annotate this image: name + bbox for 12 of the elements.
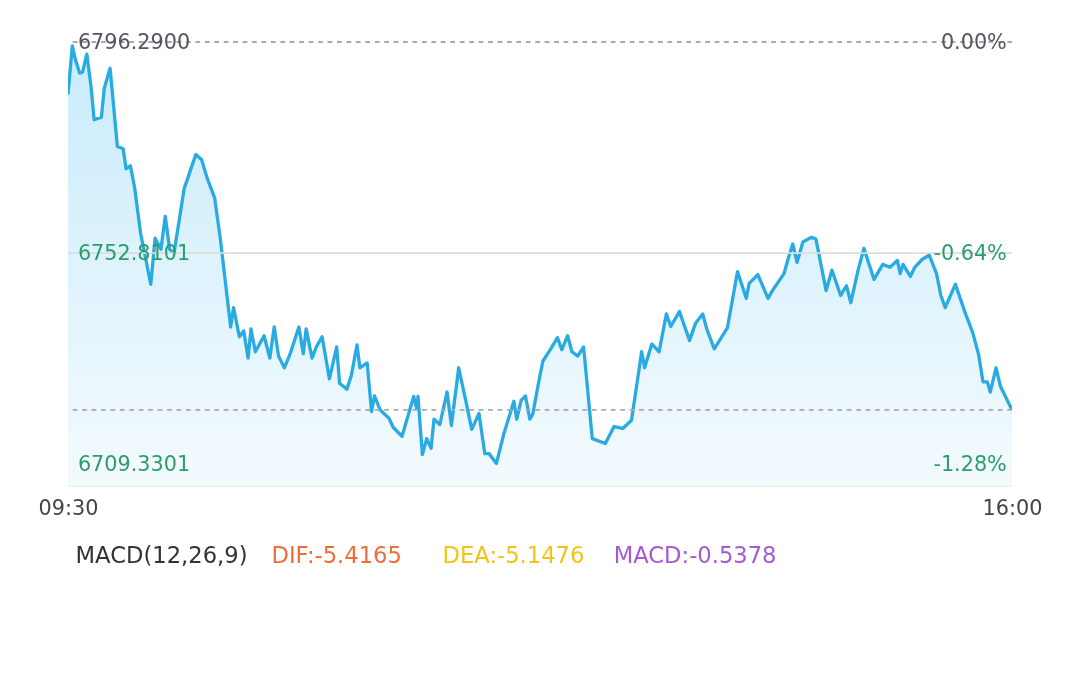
y2-tick-label: -0.64%: [933, 241, 1007, 266]
x-tick-label: 16:00: [982, 496, 1043, 521]
text: DEA:-5.1476: [442, 542, 585, 569]
y-tick-label: 6796.2900: [77, 30, 191, 55]
text: MACD(12,26,9): [75, 542, 248, 569]
text: MACD:-0.5378: [613, 542, 777, 569]
y2-tick-label: 0.00%: [940, 30, 1007, 55]
y2-tick-label: -1.28%: [933, 452, 1007, 477]
text: DIF:-5.4165: [271, 542, 402, 569]
y-tick-label: 6709.3301: [77, 452, 191, 477]
x-tick-label: 09:30: [38, 496, 99, 521]
y-tick-label: 6752.8101: [77, 241, 191, 266]
